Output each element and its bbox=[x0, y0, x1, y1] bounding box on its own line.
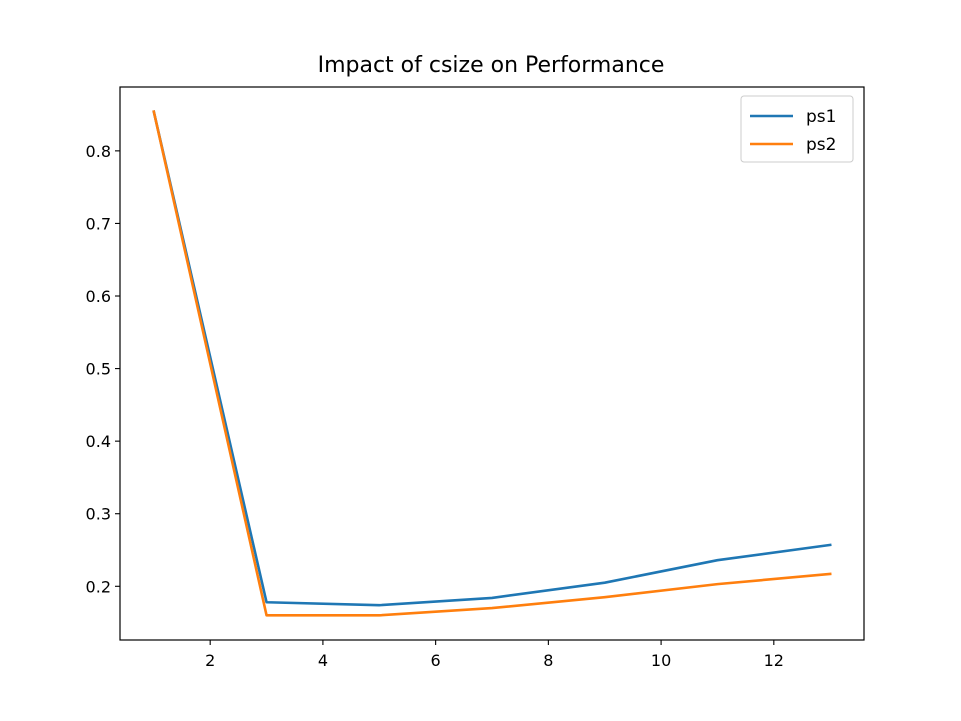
y-tick-label: 0.8 bbox=[86, 142, 111, 161]
x-axis: 2 4 6 8 10 12 bbox=[205, 640, 784, 670]
y-axis: 0.2 0.3 0.4 0.5 0.6 0.7 0.8 bbox=[86, 142, 120, 596]
plot-area bbox=[119, 86, 865, 641]
x-tick-label: 10 bbox=[651, 651, 671, 670]
chart-title: Impact of csize on Performance bbox=[318, 53, 665, 78]
legend-box bbox=[740, 95, 854, 163]
series-layer bbox=[152, 110, 832, 617]
x-tick-label: 12 bbox=[764, 651, 784, 670]
y-tick-label: 0.2 bbox=[86, 577, 111, 596]
series-line-ps2 bbox=[152, 110, 832, 617]
y-tick-label: 0.7 bbox=[86, 214, 111, 233]
y-tick-label: 0.3 bbox=[86, 505, 111, 524]
series-line-ps1 bbox=[152, 110, 832, 607]
y-tick-label: 0.6 bbox=[86, 287, 111, 306]
plot-frame bbox=[119, 86, 865, 641]
legend-label-ps1: ps1 bbox=[806, 107, 836, 127]
y-tick-label: 0.4 bbox=[86, 432, 111, 451]
legend-label-ps2: ps2 bbox=[806, 135, 836, 155]
x-tick-label: 2 bbox=[205, 651, 215, 670]
x-tick-label: 4 bbox=[318, 651, 328, 670]
x-tick-label: 6 bbox=[431, 651, 441, 670]
y-tick-label: 0.5 bbox=[86, 360, 111, 379]
x-tick-label: 8 bbox=[543, 651, 553, 670]
